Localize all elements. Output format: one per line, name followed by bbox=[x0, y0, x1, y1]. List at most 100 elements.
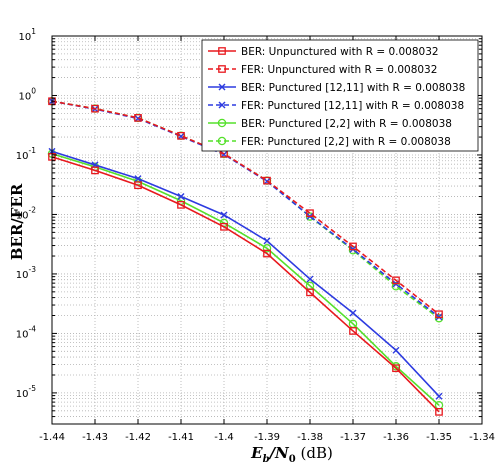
data-point bbox=[306, 209, 314, 218]
y-tick-base: 10 bbox=[16, 329, 29, 340]
series-line bbox=[51, 152, 440, 406]
marker-stroke bbox=[134, 175, 142, 183]
marker-stroke bbox=[349, 309, 357, 317]
legend-entry: BER: Punctured [2,2] with R = 0.008038 bbox=[208, 118, 452, 130]
marker-stroke bbox=[435, 392, 443, 400]
data-point bbox=[263, 249, 271, 258]
series-line bbox=[51, 150, 440, 397]
y-tick-exponent: -2 bbox=[29, 205, 37, 214]
data-point bbox=[91, 166, 99, 175]
y-axis-label: BER/FER bbox=[8, 183, 26, 260]
series-3 bbox=[48, 147, 443, 400]
legend-entry: FER: Unpunctured with R = 0.008032 bbox=[208, 64, 437, 76]
legend: BER: Unpunctured with R = 0.008032 FER: U… bbox=[201, 39, 479, 152]
legend-entry: FER: Punctured [12,11] with R = 0.008038 bbox=[208, 100, 464, 112]
marker-stroke bbox=[263, 237, 271, 245]
data-point bbox=[435, 408, 443, 416]
data-point bbox=[263, 176, 271, 185]
series-line bbox=[51, 156, 440, 413]
legend-label: BER: Unpunctured with R = 0.008032 bbox=[241, 46, 439, 58]
data-point bbox=[434, 313, 444, 323]
y-tick-label: 10-2 bbox=[16, 205, 36, 221]
data-point bbox=[349, 327, 357, 335]
legend-label: BER: Punctured [2,2] with R = 0.008038 bbox=[241, 118, 452, 130]
x-tick-label: -1.43 bbox=[82, 432, 108, 443]
legend-label: BER: Punctured [12,11] with R = 0.008038 bbox=[241, 82, 465, 94]
marker-stroke bbox=[306, 275, 314, 283]
y-tick-exponent: -5 bbox=[29, 384, 37, 393]
marker-stroke bbox=[392, 346, 400, 354]
y-tick-label: 10-4 bbox=[16, 324, 36, 340]
legend-marker bbox=[217, 136, 227, 146]
y-tick-label: 10-1 bbox=[16, 146, 36, 162]
x-tick-label: -1.36 bbox=[383, 432, 409, 443]
data-point bbox=[392, 346, 400, 354]
data-point bbox=[177, 131, 185, 140]
legend-label: FER: Punctured [12,11] with R = 0.008038 bbox=[241, 100, 464, 112]
data-point bbox=[177, 193, 185, 201]
y-tick-base: 10 bbox=[16, 151, 29, 162]
series-1 bbox=[48, 152, 443, 416]
y-tick-base: 10 bbox=[18, 91, 31, 102]
data-point bbox=[392, 276, 400, 285]
data-point bbox=[306, 275, 314, 283]
x-tick-label: -1.37 bbox=[340, 432, 366, 443]
x-tick-label: -1.42 bbox=[125, 432, 151, 443]
x-tick-label: -1.35 bbox=[426, 432, 452, 443]
data-point bbox=[134, 175, 142, 183]
x-tick-label: -1.39 bbox=[254, 432, 280, 443]
x-tick-label: -1.4 bbox=[214, 432, 234, 443]
x-tick-label: -1.38 bbox=[297, 432, 323, 443]
x-tick-label: -1.41 bbox=[168, 432, 194, 443]
marker-stroke bbox=[177, 193, 185, 201]
y-tick-exponent: -1 bbox=[29, 146, 37, 155]
x-axis-label: Eb/N0 (dB) bbox=[250, 444, 333, 465]
data-point bbox=[349, 242, 357, 251]
y-tick-base: 10 bbox=[18, 32, 31, 43]
y-tick-base: 10 bbox=[16, 270, 29, 281]
data-point bbox=[220, 211, 228, 219]
y-tick-exponent: 1 bbox=[31, 27, 36, 36]
marker-stroke bbox=[218, 101, 226, 109]
data-point bbox=[262, 244, 272, 253]
legend-marker bbox=[218, 83, 226, 91]
x-axis-label-e: E bbox=[250, 444, 263, 462]
data-point bbox=[134, 181, 142, 190]
series-layer bbox=[47, 96, 444, 416]
y-tick-label: 10-5 bbox=[16, 384, 36, 400]
legend-label: FER: Unpunctured with R = 0.008032 bbox=[241, 64, 437, 76]
y-tick-label: 101 bbox=[18, 27, 36, 43]
x-tick-label: -1.34 bbox=[469, 432, 495, 443]
y-tick-exponent: -3 bbox=[29, 265, 37, 274]
data-point bbox=[306, 288, 314, 297]
legend-entry: BER: Unpunctured with R = 0.008032 bbox=[208, 46, 439, 58]
data-point bbox=[134, 114, 142, 122]
legend-marker bbox=[218, 47, 226, 55]
data-point bbox=[435, 392, 443, 400]
y-tick-base: 10 bbox=[16, 389, 29, 400]
x-tick-label: -1.44 bbox=[39, 432, 65, 443]
data-point bbox=[392, 364, 400, 373]
x-tick-labels: -1.44 -1.43 -1.42 -1.41 -1.4 -1.39 -1.38 -1.37 -… bbox=[39, 432, 495, 443]
y-tick-base: 10 bbox=[16, 210, 29, 221]
y-tick-label: 100 bbox=[18, 86, 36, 102]
legend-marker bbox=[217, 118, 227, 128]
marker-stroke bbox=[220, 211, 228, 219]
legend-marker bbox=[218, 65, 226, 73]
x-axis-label-sub-0: 0 bbox=[289, 454, 296, 465]
data-point bbox=[91, 104, 99, 113]
data-point bbox=[349, 309, 357, 317]
x-axis-label-sub-b: b bbox=[263, 454, 270, 465]
axis-ticks bbox=[51, 36, 483, 424]
data-point bbox=[263, 237, 271, 245]
legend-marker bbox=[218, 101, 226, 109]
y-tick-exponent: 0 bbox=[31, 86, 36, 95]
y-tick-exponent: -4 bbox=[29, 324, 37, 333]
legend-label: FER: Punctured [2,2] with R = 0.008038 bbox=[241, 136, 451, 148]
data-point bbox=[220, 222, 228, 231]
x-axis-label-n: /N bbox=[268, 444, 290, 462]
x-axis-label-unit: (dB) bbox=[296, 444, 333, 462]
data-point bbox=[435, 310, 443, 319]
series-line bbox=[51, 100, 440, 315]
